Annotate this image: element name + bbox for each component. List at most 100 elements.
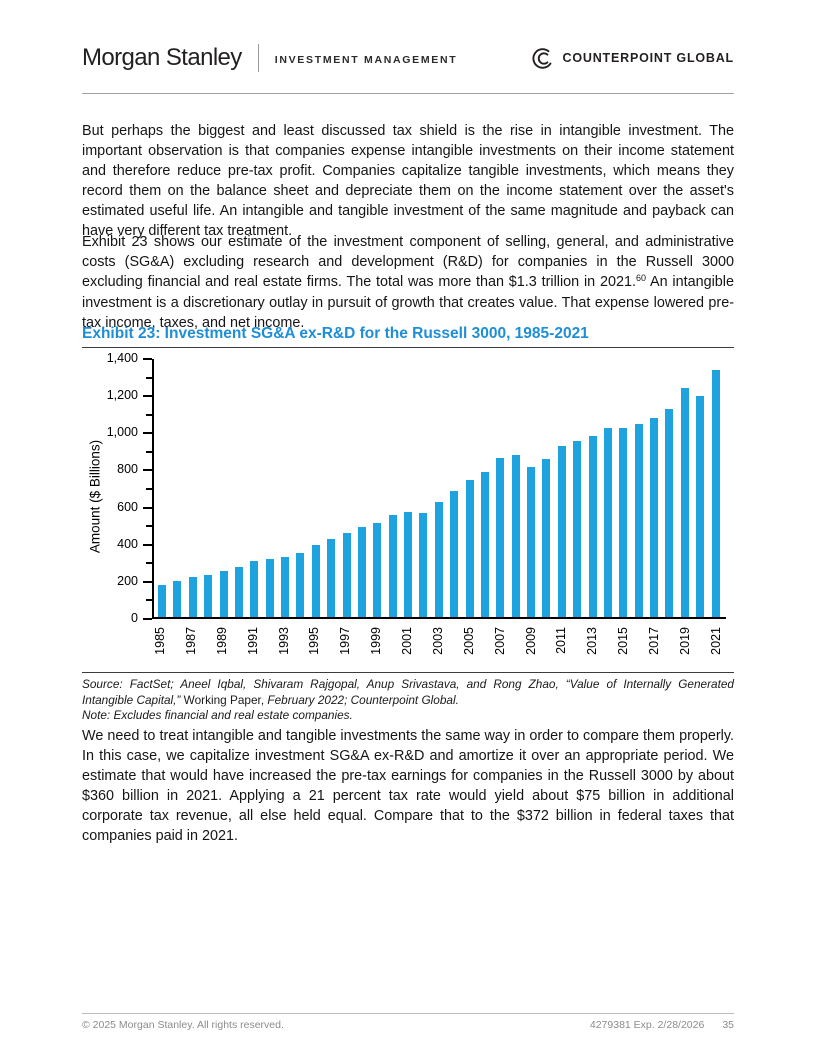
y-major-tick xyxy=(143,543,152,546)
x-cell-2005: 2005 xyxy=(461,623,476,665)
x-cell-2007: 2007 xyxy=(492,623,507,665)
x-cell-2021: 2021 xyxy=(708,623,723,665)
bar-2007 xyxy=(496,458,505,617)
bar-1999 xyxy=(373,523,382,617)
source-text-normal: Working Paper, xyxy=(183,692,268,707)
x-cell-1990 xyxy=(233,623,241,665)
exhibit-title-rule xyxy=(82,347,734,348)
x-cell-2003: 2003 xyxy=(430,623,445,665)
bar-1995 xyxy=(311,545,320,617)
x-cell-2019: 2019 xyxy=(678,623,692,665)
x-cell-2006 xyxy=(480,623,488,665)
y-minor-tick xyxy=(146,488,152,490)
bar-series xyxy=(154,359,726,617)
x-tick-label: 2021 xyxy=(708,627,723,655)
x-cell-1998 xyxy=(357,623,365,665)
bar-2008 xyxy=(511,455,520,617)
x-tick-label: 1985 xyxy=(153,627,167,655)
x-cell-2004 xyxy=(449,623,457,665)
bar-2005 xyxy=(465,480,474,617)
bar-1997 xyxy=(342,533,351,617)
y-major-tick xyxy=(143,580,152,583)
source-rule xyxy=(82,672,734,673)
y-tick-label: 1,400 xyxy=(106,351,138,365)
x-tick-label: 2007 xyxy=(492,627,507,655)
x-cell-1985: 1985 xyxy=(153,623,167,665)
bar-2003 xyxy=(434,502,443,617)
bar-1996 xyxy=(327,539,336,617)
y-tick-label: 800 xyxy=(117,462,138,477)
source-note: Source: FactSet; Aneel Iqbal, Shivaram R… xyxy=(82,677,734,724)
x-tick-label: 2013 xyxy=(585,627,600,655)
source-text-italic-2: February 2022; Counterpoint Global. xyxy=(267,692,459,707)
x-tick-label: 2015 xyxy=(616,627,631,655)
page-header: Morgan Stanley INVESTMENT MANAGEMENT COU… xyxy=(82,44,734,72)
y-tick-label: 1,000 xyxy=(106,425,138,440)
page-number: 35 xyxy=(722,1019,734,1031)
division-label: INVESTMENT MANAGEMENT xyxy=(274,53,458,66)
x-cell-2014 xyxy=(604,623,612,665)
x-cell-2013: 2013 xyxy=(585,623,600,665)
exhibit-title: Exhibit 23: Investment SG&A ex-R&D for t… xyxy=(82,325,589,342)
x-cell-1995: 1995 xyxy=(307,623,321,665)
footer-right: 4279381 Exp. 2/28/2026 35 xyxy=(590,1019,734,1031)
bar-2017 xyxy=(650,418,658,617)
x-cell-1993: 1993 xyxy=(277,623,291,665)
x-cell-1987: 1987 xyxy=(184,623,198,665)
x-tick-label: 2005 xyxy=(461,627,476,655)
footnote-60: 60 xyxy=(635,272,646,283)
x-cell-1999: 1999 xyxy=(369,623,384,665)
x-cell-2012 xyxy=(573,623,581,665)
y-major-tick xyxy=(143,506,152,509)
y-tick-label: 600 xyxy=(117,499,138,514)
bar-1994 xyxy=(296,553,305,617)
bar-2013 xyxy=(588,436,597,617)
y-minor-tick xyxy=(146,562,152,565)
bar-1986 xyxy=(173,581,182,617)
x-cell-1994 xyxy=(295,623,303,665)
footer-rule xyxy=(82,1013,734,1014)
x-cell-2020 xyxy=(696,623,704,665)
bar-1992 xyxy=(265,559,274,617)
paragraph-exhibit-intro-rest: An intangible investment is a discretion… xyxy=(82,273,734,331)
paragraph-exhibit-intro-text: Exhibit 23 shows our estimate of the inv… xyxy=(82,234,734,290)
bar-2016 xyxy=(634,424,643,617)
x-cell-1991: 1991 xyxy=(245,623,260,665)
bar-chart: Amount ($ Billions) 0 200 400 600 800 1,000 1,… xyxy=(82,351,734,667)
x-cell-1989: 1989 xyxy=(214,623,229,665)
bar-2001 xyxy=(404,512,412,617)
bar-2004 xyxy=(450,491,459,617)
source-text-italic-1: Source: FactSet; Aneel Iqbal, Shivaram R… xyxy=(82,677,734,707)
x-tick-label: 2017 xyxy=(647,627,661,655)
x-tick-label: 1997 xyxy=(338,627,353,655)
x-cell-1992 xyxy=(264,623,272,665)
bar-2019 xyxy=(680,388,689,617)
x-tick-label: 2011 xyxy=(554,627,569,654)
y-major-tick xyxy=(143,618,152,620)
x-tick-label: 2001 xyxy=(400,627,414,655)
x-tick-label: 1991 xyxy=(245,627,260,655)
counterpoint-global-logo: COUNTERPOINT GLOBAL xyxy=(529,45,734,72)
x-cell-2016 xyxy=(635,623,643,665)
bar-1998 xyxy=(357,527,366,617)
x-cell-2015: 2015 xyxy=(616,623,631,665)
y-tick-label: 1,200 xyxy=(106,388,138,403)
y-tick-label: 200 xyxy=(117,573,138,588)
bar-2009 xyxy=(527,467,535,617)
bar-1985 xyxy=(158,585,166,617)
x-cell-1997: 1997 xyxy=(338,623,353,665)
x-tick-label: 1999 xyxy=(369,627,384,655)
bar-1990 xyxy=(234,567,243,617)
x-tick-label: 1989 xyxy=(214,627,229,655)
y-minor-tick xyxy=(146,599,152,602)
bar-2006 xyxy=(480,472,489,617)
bar-1993 xyxy=(281,557,289,617)
y-major-tick xyxy=(143,358,152,360)
x-axis-labels: 1985 1987 1989 1991 1993 1995 1997 1999 2001 2003… xyxy=(152,623,726,665)
bar-2012 xyxy=(573,441,582,617)
x-tick-label: 2003 xyxy=(430,627,445,655)
bar-1987 xyxy=(188,577,197,617)
y-major-tick xyxy=(143,395,152,398)
x-cell-2010 xyxy=(542,623,550,665)
x-cell-2001: 2001 xyxy=(400,623,414,665)
